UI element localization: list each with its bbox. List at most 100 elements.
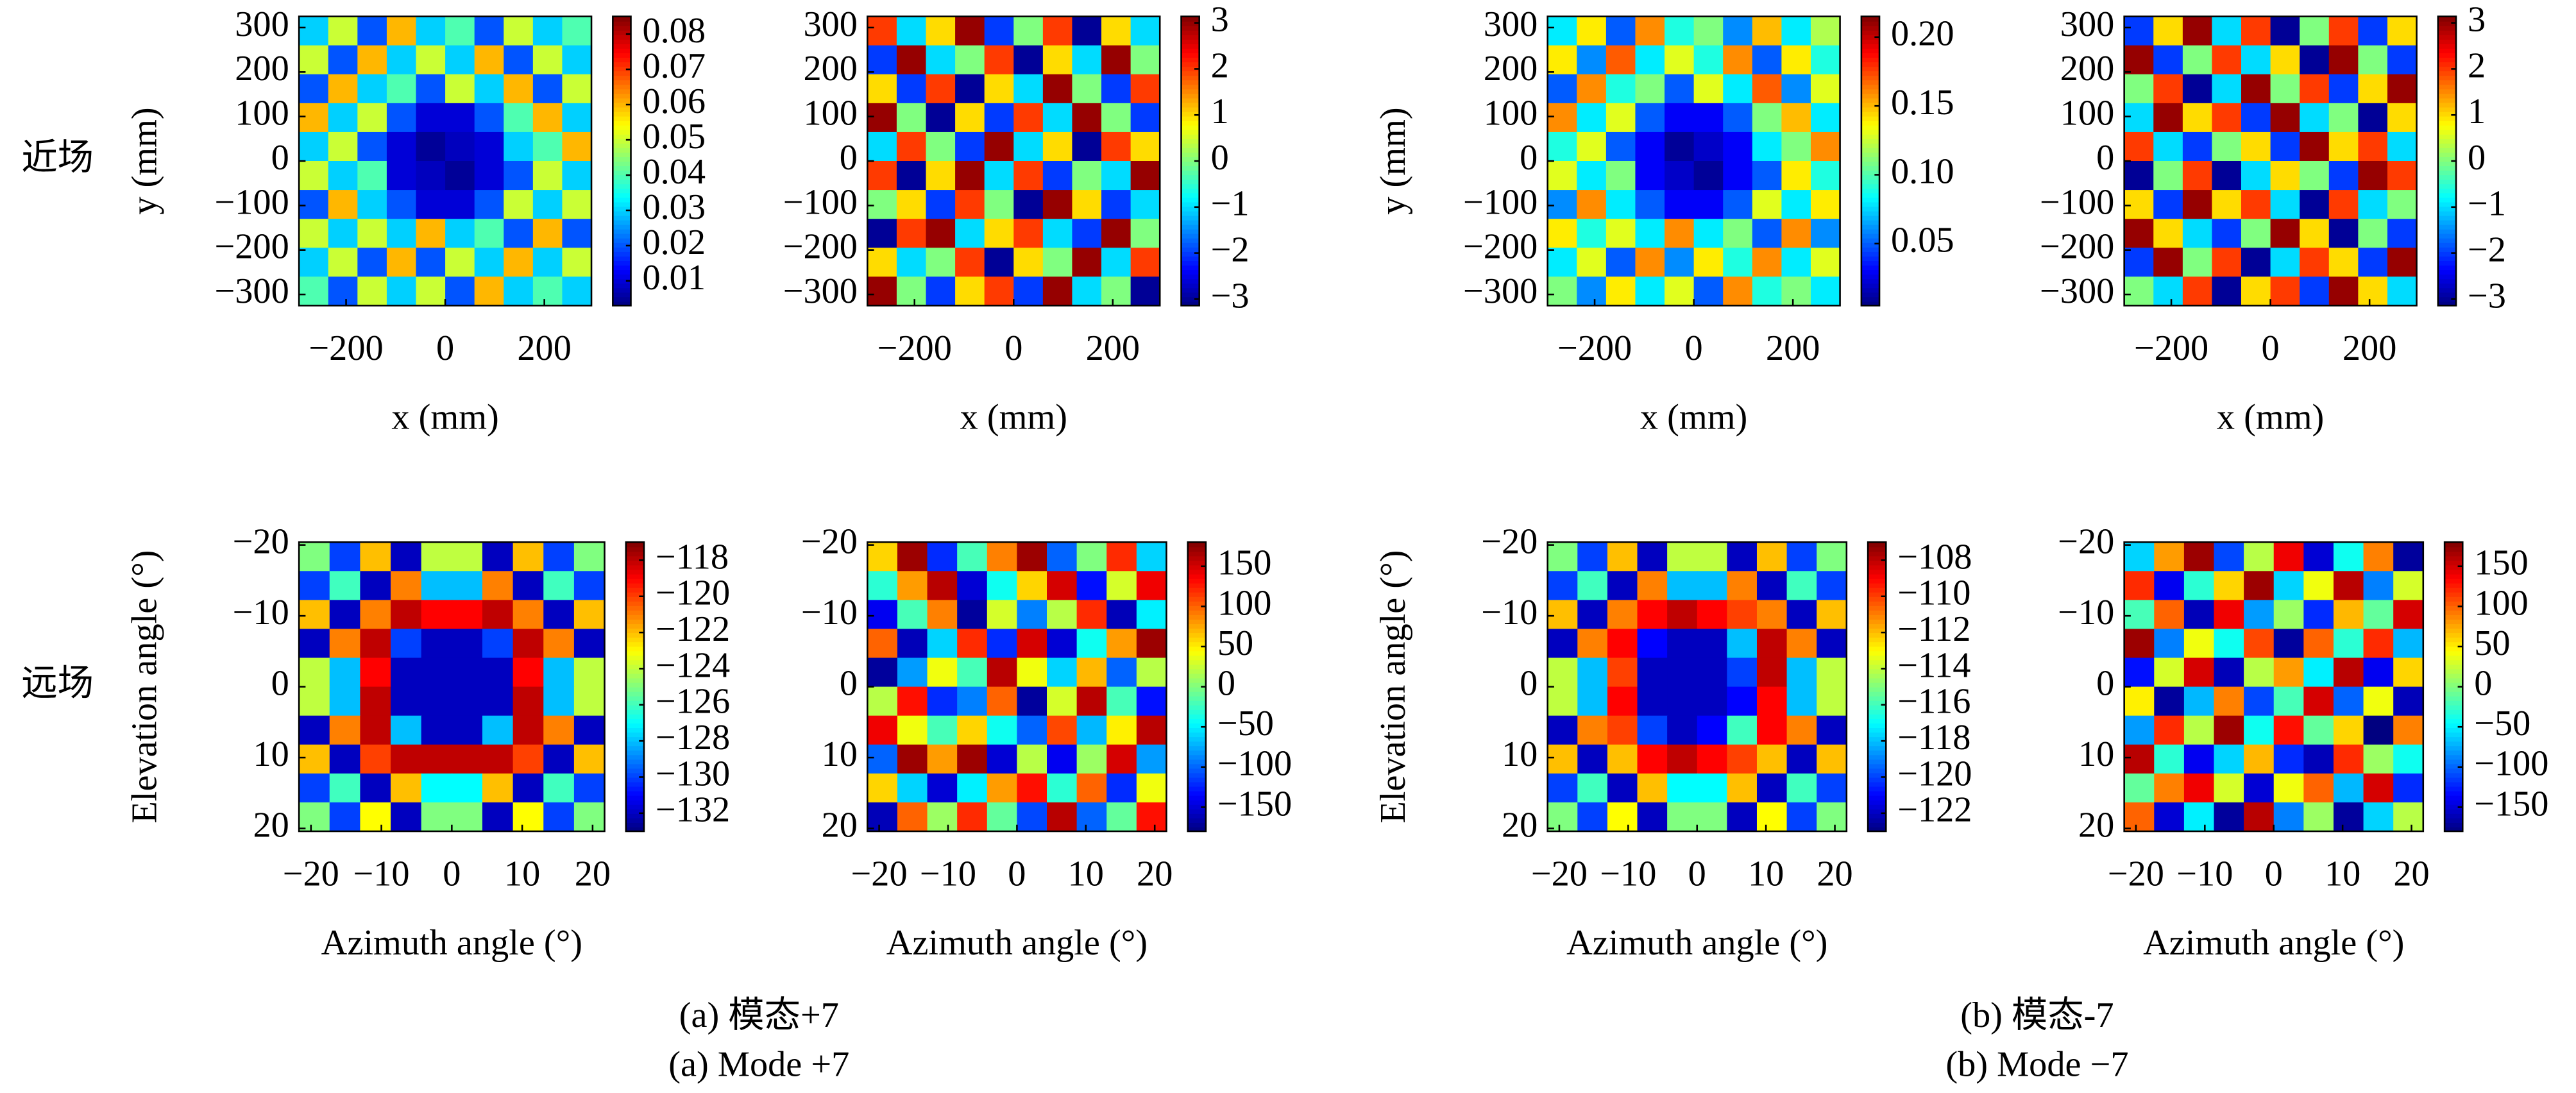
colorbar-swatch — [1181, 278, 1199, 284]
colorbar-swatch — [613, 71, 631, 76]
heatmap-cell — [1606, 16, 1636, 46]
heatmap-cell — [2153, 276, 2183, 307]
colorbar-tick-label: −120 — [1897, 754, 1972, 793]
y-tick-label: −200 — [783, 227, 858, 267]
colorbar-swatch — [1868, 691, 1886, 697]
heatmap-cell — [562, 190, 593, 220]
heatmap-cell — [987, 657, 1018, 688]
colorbar-tick-label: 2 — [2468, 46, 2486, 85]
heatmap-cell — [1577, 248, 1607, 278]
heatmap-cell — [2270, 219, 2301, 249]
colorbar-swatch — [2437, 57, 2457, 63]
colorbar-tick-label: −2 — [1211, 230, 1250, 269]
heatmap-cell — [1635, 276, 1666, 307]
heatmap-cell — [329, 629, 361, 659]
heatmap-cell — [1637, 686, 1668, 716]
heatmap-cell — [421, 773, 453, 803]
colorbar-swatch — [2437, 93, 2457, 99]
colorbar-swatch — [613, 265, 631, 271]
heatmap-cell — [1693, 276, 1724, 307]
colorbar-swatch — [2437, 115, 2457, 121]
heatmap-cell — [2124, 773, 2155, 803]
heatmap-cell — [1042, 161, 1073, 191]
colorbar-swatch — [1861, 183, 1880, 189]
colorbar-swatch — [625, 641, 644, 647]
x-tick-label: 10 — [1748, 854, 1784, 894]
heatmap-cell — [987, 600, 1018, 630]
heatmap-cell — [1727, 571, 1758, 601]
colorbar-swatch — [1181, 215, 1199, 221]
heatmap-cell — [927, 686, 958, 716]
heatmap-cell — [2244, 773, 2275, 803]
colorbar-swatch — [1861, 133, 1880, 139]
heatmap-cell — [1637, 571, 1668, 601]
colorbar-swatch — [625, 700, 644, 706]
heatmap-cell — [1635, 219, 1666, 249]
colorbar-swatch — [2445, 628, 2463, 634]
colorbar-swatch — [1181, 156, 1199, 162]
y-axis-label: y (mm) — [1373, 107, 1413, 214]
heatmap-cell — [897, 773, 928, 803]
heatmap-cell — [513, 715, 545, 745]
colorbar-swatch — [2445, 591, 2463, 597]
colorbar-swatch — [1181, 265, 1199, 271]
colorbar-swatch — [1861, 138, 1880, 144]
colorbar-swatch — [2445, 655, 2463, 661]
heatmap-cell — [328, 131, 359, 162]
colorbar-swatch — [2445, 560, 2463, 566]
heatmap-cell — [867, 103, 897, 133]
heatmap-cell — [2393, 715, 2424, 745]
heatmap-cell — [1693, 103, 1724, 133]
heatmap-cell — [926, 103, 956, 133]
colorbar-swatch — [2437, 179, 2457, 185]
colorbar-swatch — [1868, 709, 1886, 715]
heatmap-cell — [1013, 103, 1044, 133]
y-tick-label: −20 — [2058, 522, 2114, 562]
heatmap-cell — [1017, 657, 1048, 688]
heatmap-cell — [1013, 131, 1044, 162]
caption: (a) 模态+7 — [679, 996, 839, 1035]
colorbar-swatch — [2445, 682, 2463, 688]
colorbar-swatch — [613, 260, 631, 266]
colorbar-swatch — [2437, 188, 2457, 194]
colorbar-swatch — [1868, 596, 1886, 602]
heatmap-cell — [452, 744, 483, 774]
colorbar-swatch — [1187, 560, 1206, 566]
y-tick-label: 300 — [803, 4, 858, 44]
heatmap-cell — [1130, 161, 1161, 191]
colorbar-swatch — [2437, 142, 2457, 148]
heatmap-cell — [2124, 715, 2155, 745]
heatmap-cell — [2154, 686, 2185, 716]
heatmap-cell — [386, 276, 417, 307]
colorbar-tick-label: 150 — [2474, 543, 2529, 583]
heatmap-cell — [2303, 571, 2334, 601]
colorbar-swatch — [1187, 632, 1206, 638]
heatmap-cell — [1781, 16, 1812, 46]
heatmap-cell — [1130, 103, 1161, 133]
heatmap-cell — [1607, 715, 1638, 745]
heatmap-cell — [1635, 248, 1666, 278]
heatmap-cell — [299, 16, 329, 46]
colorbar-tick-label: 0 — [2468, 138, 2486, 178]
heatmap-cell — [532, 219, 563, 249]
heatmap-cell — [386, 131, 417, 162]
heatmap-cell — [1817, 686, 1847, 716]
heatmap-cell — [987, 715, 1018, 745]
heatmap-cell — [329, 686, 361, 716]
heatmap-cell — [1667, 571, 1698, 601]
heatmap-cell — [573, 600, 606, 630]
heatmap-cell — [1607, 542, 1638, 572]
colorbar-swatch — [1181, 188, 1199, 194]
colorbar-swatch — [625, 750, 644, 756]
heatmap-cell — [386, 103, 417, 133]
heatmap-cell — [1076, 542, 1108, 572]
colorbar-swatch — [625, 560, 644, 566]
colorbar-tick-label: 0.08 — [642, 11, 706, 51]
heatmap-cell — [329, 571, 361, 601]
heatmap-cell — [897, 629, 928, 659]
heatmap-cell — [987, 571, 1018, 601]
heatmap-cell — [1017, 542, 1048, 572]
colorbar-swatch — [2445, 732, 2463, 738]
colorbar-swatch — [1187, 546, 1206, 552]
heatmap-cell — [1106, 715, 1137, 745]
